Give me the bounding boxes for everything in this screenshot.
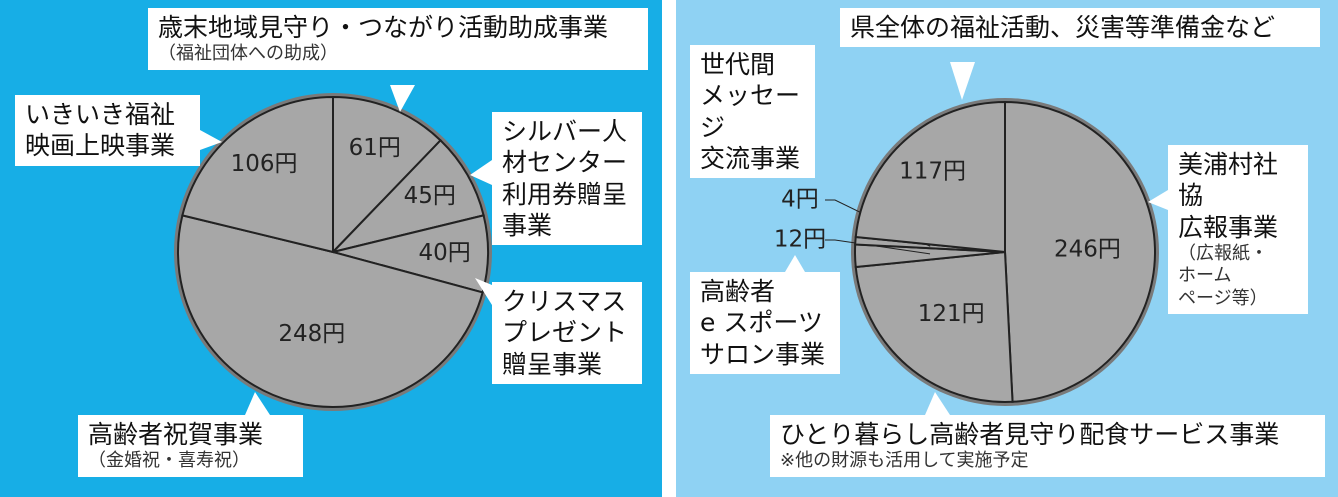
callout-pointer — [200, 130, 222, 150]
callout-pointer — [785, 255, 805, 272]
category-box: ひとり暮らし高齢者見守り配食サービス事業 ※他の財源も活用して実施予定 — [770, 415, 1325, 477]
callout-pointer — [1148, 190, 1168, 210]
value-label: 12円 — [774, 227, 826, 253]
category-label: 高齢者 e スポーツ サロン事業 — [700, 277, 826, 369]
category-label: 県全体の福祉活動、災害等準備金など — [850, 13, 1276, 42]
pie-slice — [854, 100, 1006, 254]
value-label: 121円 — [918, 301, 985, 327]
category-note: （金婚祝・喜寿祝） — [88, 450, 250, 472]
callout-pointer — [950, 62, 975, 100]
value-label: 246円 — [1054, 236, 1121, 262]
callout-pointer — [470, 160, 492, 185]
callout-pointer — [475, 278, 492, 305]
callout-pointer — [390, 85, 415, 112]
pie-slice — [181, 95, 334, 254]
category-box: いきいき福祉 映画上映事業 — [15, 95, 200, 166]
category-box: 世代間 メッセージ 交流事業 — [690, 45, 815, 178]
category-label: シルバー人 材センター 利用券贈呈 事業 — [502, 117, 628, 240]
category-box: 県全体の福祉活動、災害等準備金など — [840, 8, 1320, 48]
category-box: 高齢者祝賀事業 （金婚祝・喜寿祝） — [78, 415, 303, 477]
category-note: （広報紙・ ホーム ページ等） — [1178, 242, 1268, 309]
pie-slice — [177, 214, 484, 408]
category-note: ※他の財源も活用して実施予定 — [780, 450, 1029, 472]
value-label: 61円 — [349, 135, 401, 161]
pie-slice — [854, 250, 1014, 403]
pie-slice — [332, 95, 442, 255]
category-box: 高齢者 e スポーツ サロン事業 — [690, 272, 840, 374]
category-label: クリスマス プレゼント 贈呈事業 — [502, 287, 628, 379]
value-label: 40円 — [418, 240, 470, 266]
callout-pointer — [245, 392, 270, 415]
value-label: 45円 — [404, 183, 456, 209]
value-label: 4円 — [781, 187, 819, 213]
category-box: 美浦村社協 広報事業 （広報紙・ ホーム ページ等） — [1168, 145, 1308, 315]
callout-pointer — [925, 392, 950, 415]
category-label: 美浦村社協 広報事業 — [1178, 150, 1279, 242]
category-label: いきいき福祉 映画上映事業 — [25, 100, 176, 161]
leader-line — [825, 239, 931, 255]
category-box: クリスマス プレゼント 贈呈事業 — [492, 282, 642, 384]
value-label: 117円 — [899, 158, 966, 184]
pie-slice — [1004, 100, 1156, 403]
category-note: （福祉団体への助成） — [158, 43, 338, 65]
category-box: シルバー人 材センター 利用券贈呈 事業 — [492, 112, 642, 245]
category-label: 高齢者祝賀事業 — [88, 420, 264, 449]
category-box: 歳末地域見守り・つながり活動助成事業 （福祉団体への助成） — [148, 8, 648, 70]
category-label: 世代間 メッセージ 交流事業 — [700, 50, 801, 173]
value-label: 248円 — [278, 321, 345, 347]
value-label: 106円 — [231, 151, 298, 177]
category-label: ひとり暮らし高齢者見守り配食サービス事業 — [780, 420, 1280, 449]
category-label: 歳末地域見守り・つながり活動助成事業 — [158, 13, 609, 42]
